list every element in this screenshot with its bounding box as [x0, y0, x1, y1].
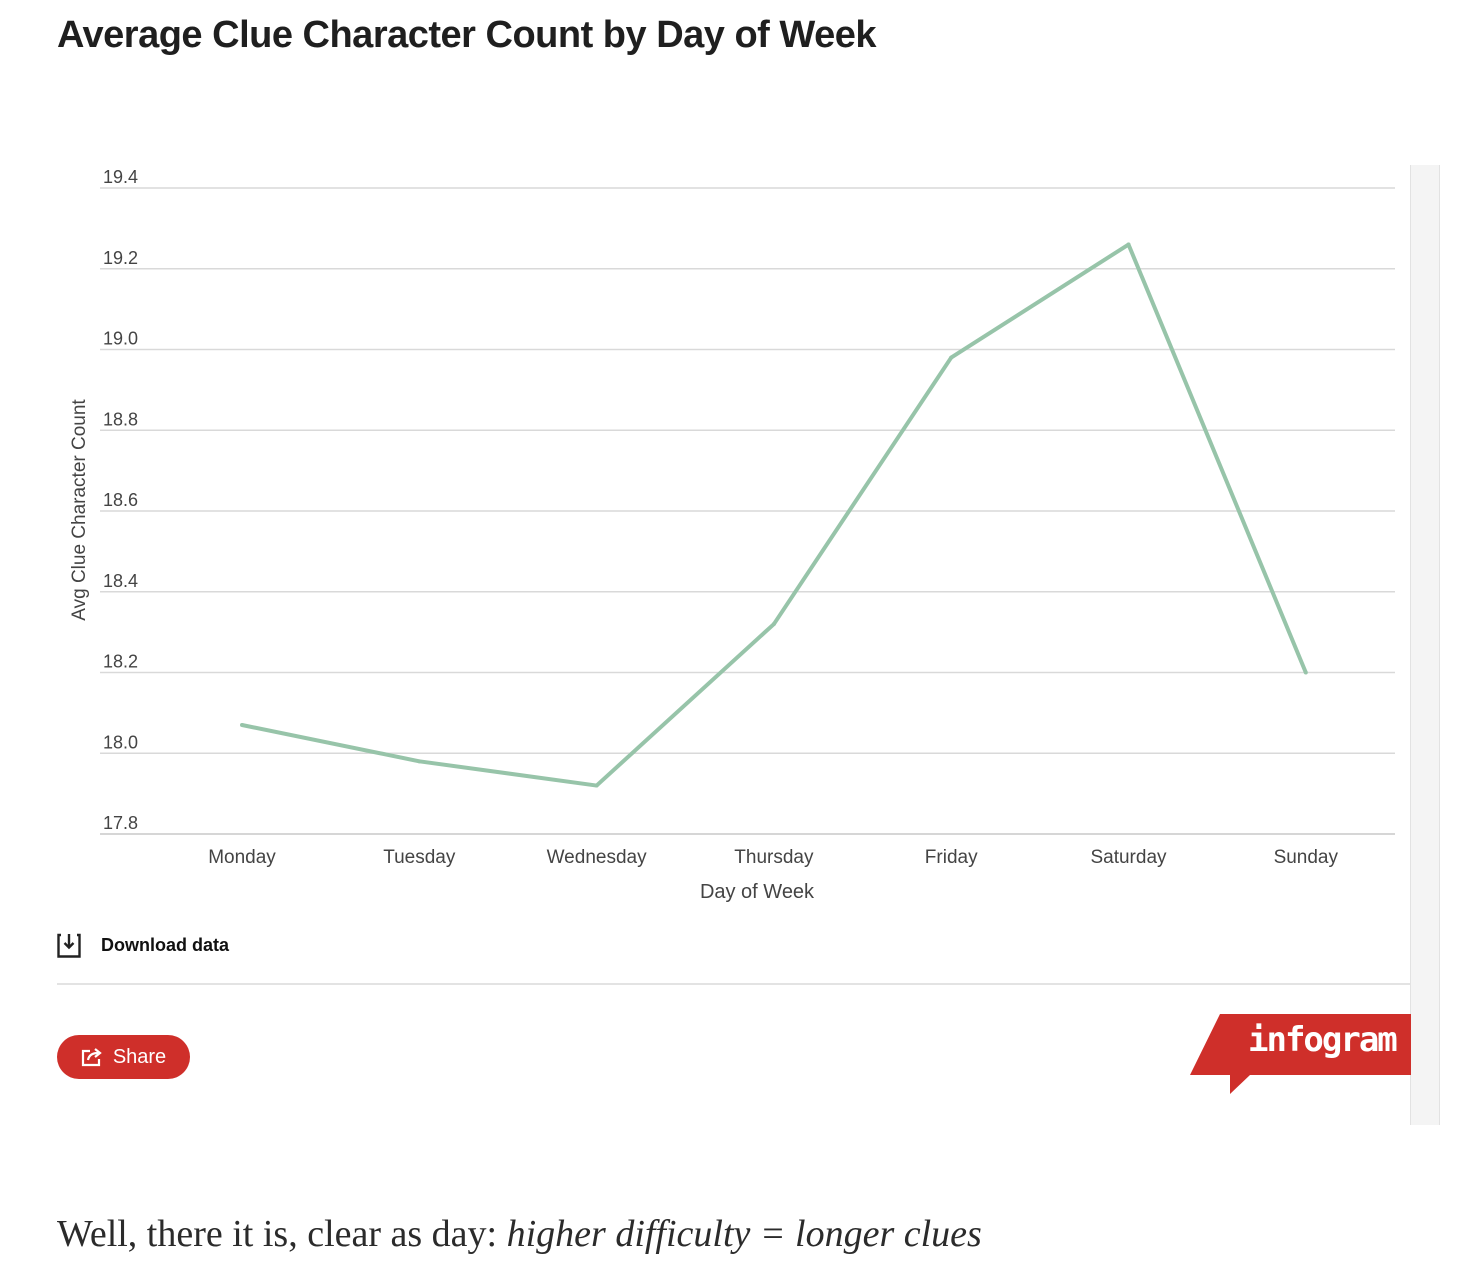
x-tick-label: Monday [208, 847, 276, 868]
gridlines [100, 187, 1395, 835]
x-axis-tick-labels: Monday Tuesday Wednesday Thursday Friday Satu… [208, 847, 1338, 868]
y-axis-tick-labels: 17.8 18.0 18.2 18.4 18.6 18.8 19.0 19.2 19.4 [103, 167, 138, 833]
y-tick-label: 18.4 [103, 571, 138, 591]
x-tick-label: Saturday [1090, 847, 1167, 868]
divider [57, 983, 1410, 985]
data-point[interactable] [417, 759, 422, 764]
y-tick-label: 19.2 [103, 248, 138, 268]
data-point[interactable] [1303, 670, 1308, 675]
y-tick-label: 18.2 [103, 652, 138, 672]
x-tick-label: Thursday [734, 847, 814, 868]
share-button[interactable]: Share [57, 1035, 190, 1079]
download-icon [57, 933, 81, 958]
share-label: Share [112, 1045, 167, 1068]
data-point[interactable] [771, 622, 776, 627]
y-tick-label: 18.8 [103, 409, 138, 429]
y-tick-label: 18.0 [103, 732, 138, 752]
data-point[interactable] [594, 783, 599, 788]
y-tick-label: 18.6 [103, 490, 138, 510]
x-axis-label: Day of Week [700, 881, 815, 903]
y-tick-label: 17.8 [103, 813, 138, 833]
y-axis-label: Avg Clue Character Count [69, 399, 90, 621]
infogram-logo[interactable] [1190, 1014, 1411, 1096]
x-tick-label: Sunday [1274, 847, 1339, 868]
download-data-label: Download data [101, 934, 230, 955]
caption-emphasis: higher difficulty = longer clues [506, 1213, 982, 1255]
chart-title: Average Clue Character Count by Day of W… [57, 14, 876, 56]
series-line [241, 242, 1308, 788]
caption-text: Well, there it is, clear as day: [57, 1213, 507, 1255]
line-chart: 17.8 18.0 18.2 18.4 18.6 18.8 19.0 19.2 19.4 Mon… [69, 167, 1395, 903]
data-point[interactable] [1126, 242, 1131, 247]
series-layer [240, 242, 1308, 788]
x-tick-label: Tuesday [383, 847, 456, 868]
x-tick-label: Wednesday [547, 847, 647, 868]
infogram-logo-text: infogram [1248, 1020, 1398, 1060]
download-data-button[interactable]: Download data [57, 932, 229, 958]
y-tick-label: 19.4 [103, 167, 138, 187]
y-tick-label: 19.0 [103, 329, 138, 349]
data-point[interactable] [949, 355, 954, 360]
x-tick-label: Friday [925, 847, 978, 868]
article-caption: Well, there it is, clear as day: higher … [57, 1212, 982, 1256]
data-point[interactable] [240, 722, 244, 727]
scrollbar-track[interactable] [1410, 165, 1440, 1125]
share-icon [81, 1048, 102, 1067]
